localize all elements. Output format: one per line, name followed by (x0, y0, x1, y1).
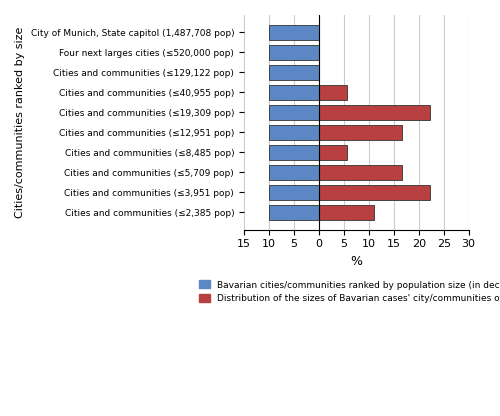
Bar (319, 145, 347, 160)
Bar (269, 125, 319, 140)
Legend: Bavarian cities/communities ranked by population size (in deciles), Distribution: Bavarian cities/communities ranked by po… (195, 277, 500, 307)
Y-axis label: Cities/communities ranked by size: Cities/communities ranked by size (15, 27, 25, 218)
X-axis label: %: % (350, 255, 362, 268)
Bar (269, 45, 319, 60)
Bar (269, 85, 319, 100)
Bar (319, 185, 430, 200)
Bar (269, 105, 319, 120)
Bar (319, 205, 374, 220)
Bar (319, 105, 430, 120)
Bar (269, 165, 319, 180)
Bar (269, 65, 319, 80)
Bar (319, 165, 402, 180)
Bar (269, 205, 319, 220)
Bar (319, 85, 347, 100)
Bar (319, 125, 402, 140)
Bar (269, 25, 319, 40)
Bar (269, 185, 319, 200)
Bar (269, 145, 319, 160)
